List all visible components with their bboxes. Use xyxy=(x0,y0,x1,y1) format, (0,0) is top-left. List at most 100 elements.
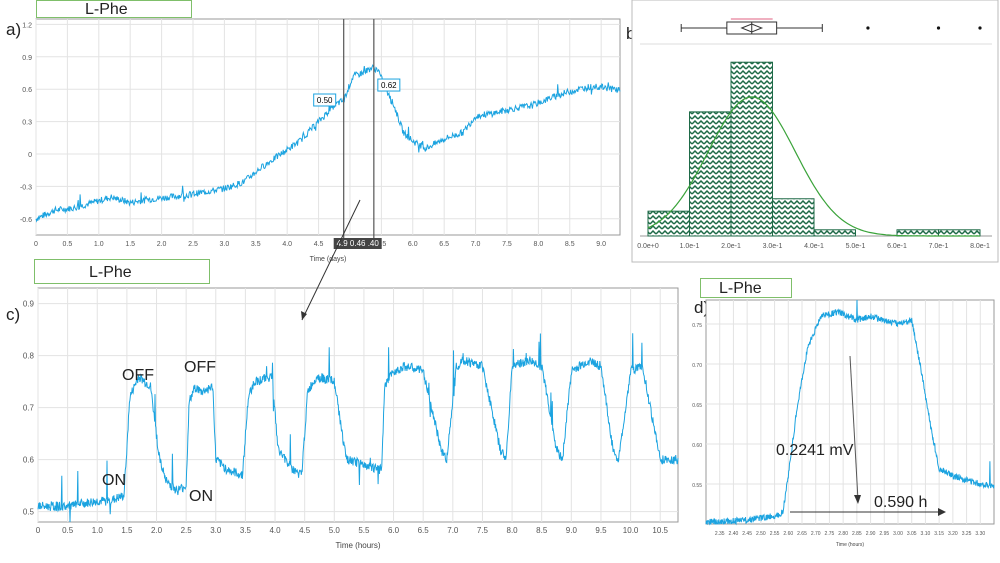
tag-label-d: L-Phe xyxy=(719,280,762,297)
x-tick-label: 3.25 xyxy=(962,531,972,537)
cursor-value-box xyxy=(377,78,401,92)
zoom-link-arrow xyxy=(301,199,361,321)
x-tick-label: 0.5 xyxy=(62,526,74,535)
tag-label-a: L-Phe xyxy=(85,1,128,18)
normal-fit-curve xyxy=(647,96,980,237)
x-tick-label: 3.10 xyxy=(921,531,931,537)
x-tick-label: 2.60 xyxy=(783,531,793,537)
signal-trace xyxy=(35,64,621,223)
x-tick-label: 3.30 xyxy=(975,531,985,537)
y-tick-label: -0.3 xyxy=(20,184,32,191)
x-tick-label: 3.5 xyxy=(240,526,252,535)
boxplot-outlier xyxy=(936,26,941,30)
chart-c: 0 0.5 1.0 1.5 2.0 2.5 3.0 3.5 4.0 4.5 5.0 5.5 6.0 6.5… xyxy=(23,287,679,550)
y-tick-label: 0.70 xyxy=(692,363,702,369)
zoom-link-arrowhead xyxy=(301,311,307,320)
amplitude-arrow xyxy=(849,355,859,501)
x-tick-label: 8.5 xyxy=(536,526,548,535)
tag-box-d: L-Phe xyxy=(700,278,792,298)
x-tick-label: 10.0 xyxy=(623,526,639,535)
x-tick-label: 0 xyxy=(34,241,38,248)
y-tick-label: 0.55 xyxy=(692,483,702,489)
x-tick-label: 2.90 xyxy=(866,531,876,537)
x-tick-label: 2.40 xyxy=(729,531,739,537)
histogram-bar xyxy=(730,61,773,237)
signal-trace xyxy=(705,299,995,526)
x-tick-label: 6.5 xyxy=(418,526,430,535)
y-tick-label: 0.60 xyxy=(692,443,702,449)
x-tick-label: 3.0e-1 xyxy=(763,243,783,250)
y-tick-label: 0.6 xyxy=(23,456,35,465)
plot-frame xyxy=(705,299,995,525)
x-tick-label: 8.0 xyxy=(507,526,519,535)
chart-b: 0.0e+0 1.0e-1 2.0e-1 3.0e-1 4.0e-1 5.0e-1 6.0e… xyxy=(631,0,999,263)
x-tick-label: 1.5 xyxy=(121,526,133,535)
x-tick-label: 2.0e-1 xyxy=(721,243,741,250)
y-tick-label: 0.75 xyxy=(692,323,702,329)
x-tick-label: 10.5 xyxy=(652,526,668,535)
histogram-bar xyxy=(813,229,856,237)
cursor-value-label: 0.62 xyxy=(381,81,397,90)
amplitude-arrowhead xyxy=(854,495,861,504)
annotation-on-1: ON xyxy=(102,472,126,489)
cursor-readout-box xyxy=(333,238,382,249)
x-tick-label: 2.35 xyxy=(715,531,725,537)
x-tick-label: 7.5 xyxy=(477,526,489,535)
x-tick-label: 8.0e-1 xyxy=(970,243,990,250)
x-tick-label: 7.0e-1 xyxy=(929,243,949,250)
x-tick-label: 2.95 xyxy=(879,531,889,537)
x-tick-label: 9.0 xyxy=(596,241,606,248)
cursor-value-label: 0.50 xyxy=(317,96,333,105)
x-tick-label: 5.5 xyxy=(358,526,370,535)
y-tick-label: 0.3 xyxy=(22,120,32,127)
annotation-amplitude: 0.2241 mV xyxy=(776,442,854,459)
y-tick-label: 0.6 xyxy=(22,87,32,94)
x-axis-label: Time (hours) xyxy=(836,542,864,548)
x-tick-label: 5.0 xyxy=(329,526,341,535)
panel-label-c: c) xyxy=(6,305,21,324)
x-tick-label: 4.0e-1 xyxy=(804,243,824,250)
plot-frame xyxy=(35,18,621,236)
x-tick-label: 3.00 xyxy=(893,531,903,537)
signal-trace xyxy=(37,333,679,523)
x-tick-label: 2.0 xyxy=(157,241,167,248)
x-tick-label: 2.65 xyxy=(797,531,807,537)
x-tick-label: 3.0 xyxy=(210,526,222,535)
y-tick-label: 0.8 xyxy=(23,352,35,361)
y-tick-label: -0.6 xyxy=(20,217,32,224)
y-tick-label: 0.65 xyxy=(692,403,702,409)
x-tick-label: 7.0 xyxy=(447,526,459,535)
tag-box-a: L-Phe xyxy=(36,0,192,18)
x-tick-label: 2.75 xyxy=(825,531,835,537)
x-tick-label: 3.15 xyxy=(934,531,944,537)
x-axis-label: Time (hours) xyxy=(335,541,380,550)
x-tick-label: 4.0 xyxy=(269,526,281,535)
boxplot-mean-diamond xyxy=(740,23,764,33)
panel-label-a: a) xyxy=(6,20,22,39)
boxplot-outlier xyxy=(978,26,982,30)
x-tick-label: 0 xyxy=(36,526,41,535)
annotation-off-1: OFF xyxy=(122,367,154,384)
x-tick-label: 9.5 xyxy=(595,526,607,535)
x-tick-label: 2.50 xyxy=(756,531,766,537)
x-tick-label: 2.55 xyxy=(770,531,780,537)
x-tick-label: 6.5 xyxy=(439,241,449,248)
x-tick-label: 7.5 xyxy=(502,241,512,248)
x-tick-label: 3.20 xyxy=(948,531,958,537)
x-tick-label: 4.0 xyxy=(282,241,292,248)
y-tick-label: 0.9 xyxy=(22,55,32,62)
x-tick-label: 1.0 xyxy=(94,241,104,248)
x-tick-label: 2.0 xyxy=(151,526,163,535)
cursor-value-box xyxy=(313,93,337,107)
x-tick-label: 2.70 xyxy=(811,531,821,537)
panel-label-d: d) xyxy=(694,298,710,317)
y-tick-label: 0.9 xyxy=(23,300,35,309)
x-tick-label: 7.0 xyxy=(471,241,481,248)
histogram-bar xyxy=(772,198,815,237)
x-tick-label: 8.5 xyxy=(565,241,575,248)
x-tick-label: 5.0e-1 xyxy=(846,243,866,250)
x-tick-label: 3.5 xyxy=(251,241,261,248)
duration-arrowhead xyxy=(938,508,946,516)
x-tick-label: 4.5 xyxy=(299,526,311,535)
